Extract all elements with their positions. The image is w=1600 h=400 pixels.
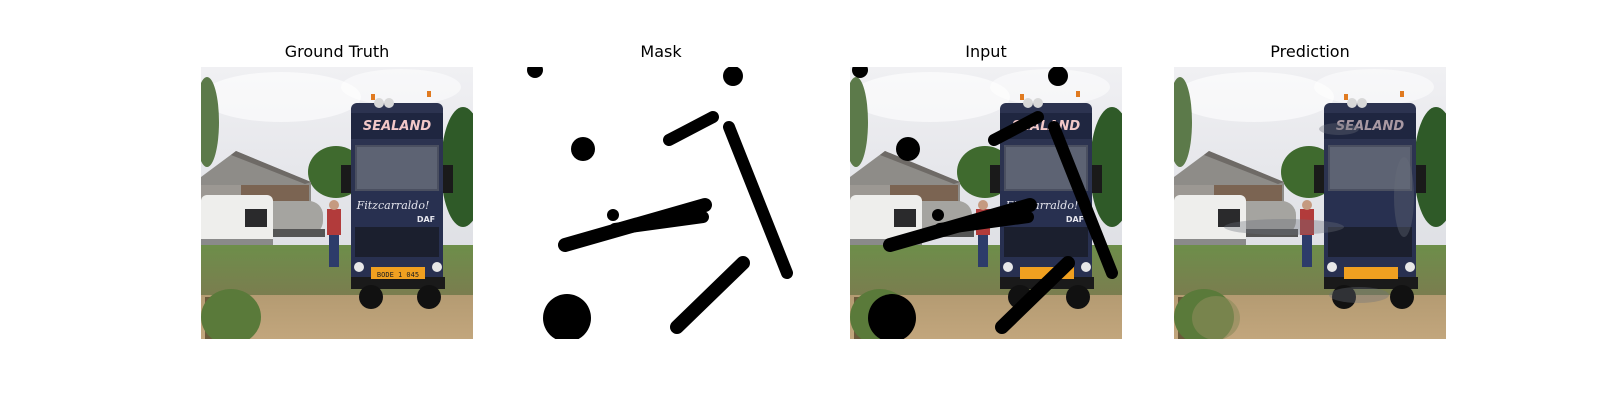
mask-image — [525, 67, 797, 339]
panel-input: Input SEALAND Fitzcarraldo! DAF — [850, 0, 1122, 400]
input-image: SEALAND Fitzcarraldo! DAF — [850, 67, 1122, 339]
truck-brand-text: DAF — [1066, 215, 1084, 224]
panel-title: Input — [965, 42, 1007, 61]
panel-title: Mask — [640, 42, 682, 61]
panel-title: Ground Truth — [284, 42, 390, 61]
ground-truth-image: SEALAND Fitzcarraldo! DAF BODE 1 045 — [201, 67, 473, 339]
truck-brand-text: DAF — [417, 215, 435, 224]
truck-sign-text: SEALAND — [363, 119, 432, 134]
prediction-image: SEALAND — [1174, 67, 1446, 339]
license-plate-text: BODE 1 045 — [377, 271, 419, 279]
truck-door-text: Fitzcarraldo! — [356, 199, 430, 212]
panel-mask: Mask — [525, 0, 797, 400]
truck-sign-text: SEALAND — [1336, 119, 1405, 134]
panel-title: Prediction — [1270, 42, 1350, 61]
panel-prediction: Prediction SEALAND — [1174, 0, 1446, 400]
panel-ground-truth: Ground Truth SEALAND Fitzcarraldo! DAF B… — [201, 0, 473, 400]
